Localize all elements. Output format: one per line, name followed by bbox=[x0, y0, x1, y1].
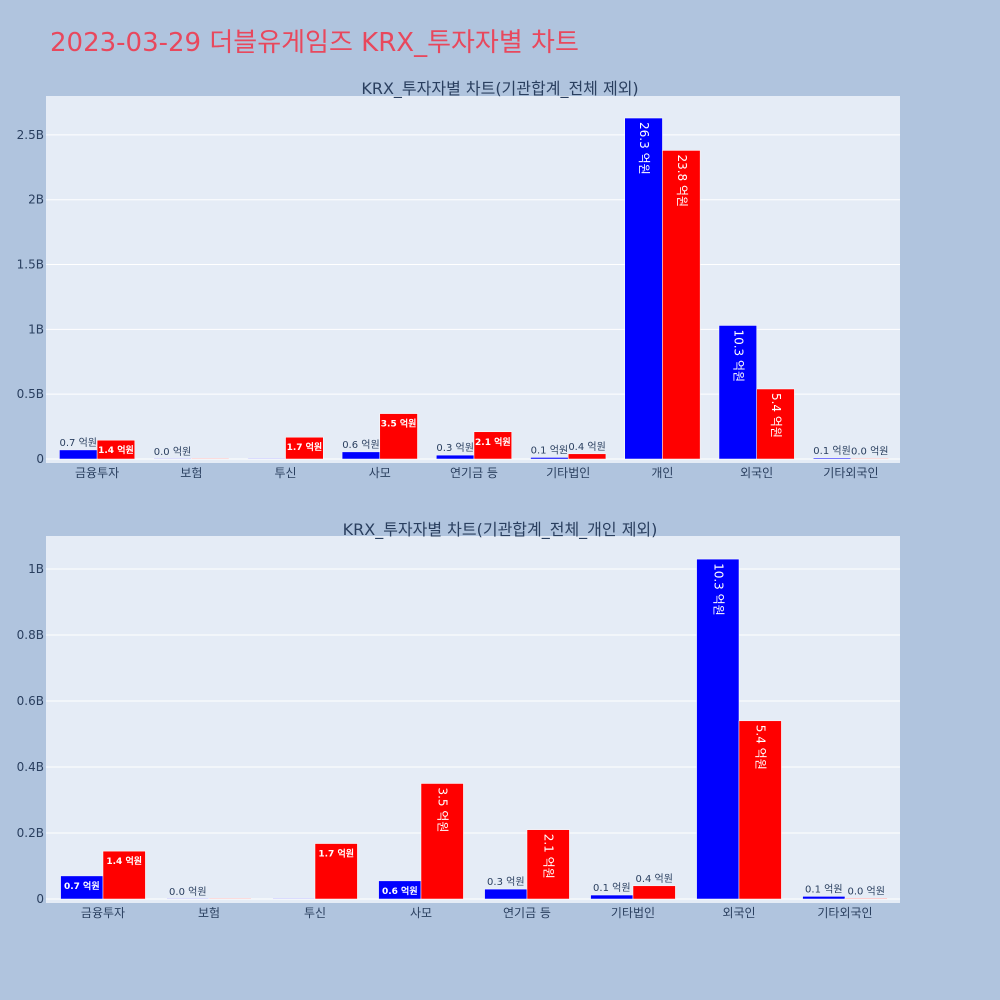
bar-value-label: 0.4 억원 bbox=[635, 873, 672, 885]
chart-title: KRX_투자자별 차트(기관합계_전체_개인 제외) bbox=[343, 520, 658, 540]
bar-value-label: 2.1 억원 bbox=[475, 436, 511, 448]
bar-value-label: 1.4 억원 bbox=[106, 855, 142, 867]
bar-value-label: 0.7 억원 bbox=[60, 437, 97, 449]
bar-sell bbox=[756, 388, 795, 460]
y-tick-label: 0.2B bbox=[17, 826, 44, 840]
x-tick-label: 보험 bbox=[180, 466, 202, 480]
bar-sell bbox=[526, 829, 570, 900]
bar-value-label: 0.6 억원 bbox=[382, 885, 418, 897]
y-tick-label: 2B bbox=[28, 193, 44, 207]
bar-sell bbox=[191, 458, 230, 460]
x-tick-label: 외국인 bbox=[722, 906, 755, 920]
bar-value-label: 1.4 억원 bbox=[98, 444, 134, 456]
bar-value-label: 5.4 억원 bbox=[754, 725, 768, 770]
x-tick-label: 사모 bbox=[410, 906, 432, 920]
x-tick-label: 기타법인 bbox=[546, 466, 590, 480]
bar-value-label: 23.8 억원 bbox=[675, 154, 689, 207]
bar-sell bbox=[567, 453, 607, 460]
bar-buy bbox=[59, 449, 98, 460]
x-tick-label: 투신 bbox=[275, 466, 297, 480]
x-tick-label: 기타법인 bbox=[611, 906, 655, 920]
bar-value-label: 0.1 억원 bbox=[593, 882, 630, 894]
bar-sell bbox=[420, 783, 464, 900]
y-tick-label: 0.8B bbox=[17, 628, 44, 642]
bar-value-label: 0.1 억원 bbox=[813, 445, 850, 457]
x-tick-label: 투신 bbox=[304, 906, 326, 920]
bar-buy bbox=[341, 451, 381, 460]
bar-value-label: 0.3 억원 bbox=[487, 876, 524, 888]
bar-buy bbox=[436, 454, 475, 460]
x-tick-label: 사모 bbox=[369, 466, 391, 480]
x-tick-label: 기타외국인 bbox=[817, 906, 872, 920]
bar-value-label: 0.1 억원 bbox=[531, 444, 568, 456]
bar-value-label: 1.7 억원 bbox=[318, 848, 354, 860]
chart-panel-1: KRX_투자자별 차트(기관합계_전체 제외) 0 0.5B 1B 1.5B 2B 2.5B… bbox=[17, 79, 900, 480]
x-tick-label: 개인 bbox=[651, 466, 673, 480]
bar-sell bbox=[96, 439, 136, 460]
bar-buy bbox=[696, 558, 740, 900]
y-tick-label: 1.5B bbox=[17, 258, 44, 272]
bar-sell bbox=[102, 850, 146, 900]
bar-sell bbox=[285, 436, 324, 460]
chart-panel-2: KRX_투자자별 차트(기관합계_전체_개인 제외) 0 0.2B 0.4B 0.6B 0… bbox=[17, 520, 900, 920]
x-tick-label: 연기금 등 bbox=[450, 466, 498, 480]
page-title: 2023-03-29 더블유게임즈 KRX_투자자별 차트 bbox=[50, 28, 579, 58]
chart-title: KRX_투자자별 차트(기관합계_전체 제외) bbox=[361, 79, 638, 99]
bar-buy bbox=[802, 896, 846, 900]
y-tick-label: 0 bbox=[36, 452, 44, 466]
y-tick-label: 0.5B bbox=[17, 387, 44, 401]
y-tick-label: 0.6B bbox=[17, 694, 44, 708]
bar-value-label: 3.5 억원 bbox=[381, 418, 417, 430]
bar-value-label: 10.3 억원 bbox=[711, 563, 725, 616]
bar-value-label: 0.0 억원 bbox=[851, 446, 888, 458]
bar-sell bbox=[662, 150, 701, 460]
bar-value-label: 0.6 억원 bbox=[342, 439, 379, 451]
bar-value-label: 0.0 억원 bbox=[154, 446, 191, 458]
bar-sell bbox=[738, 720, 782, 900]
bar-sell bbox=[844, 898, 888, 900]
y-tick-label: 0 bbox=[36, 892, 44, 906]
bar-buy bbox=[153, 458, 192, 460]
bar-value-label: 1.7 억원 bbox=[287, 441, 323, 453]
bar-value-label: 0.0 억원 bbox=[169, 886, 206, 898]
bar-value-label: 10.3 억원 bbox=[731, 329, 745, 382]
bar-value-label: 3.5 억원 bbox=[436, 788, 450, 833]
x-tick-label: 외국인 bbox=[740, 466, 773, 480]
bar-value-label: 26.3 억원 bbox=[637, 122, 651, 175]
y-tick-label: 1B bbox=[28, 322, 44, 336]
x-tick-label: 금융투자 bbox=[75, 466, 119, 480]
bar-value-label: 5.4 억원 bbox=[769, 393, 783, 438]
bar-value-label: 0.4 억원 bbox=[568, 441, 605, 453]
bar-value-label: 0.0 억원 bbox=[847, 885, 884, 897]
bar-buy bbox=[624, 117, 663, 460]
bar-sell bbox=[379, 413, 418, 460]
bar-buy bbox=[247, 458, 286, 460]
bar-buy bbox=[590, 894, 634, 900]
bar-value-label: 2.1 억원 bbox=[542, 834, 556, 879]
bar-buy bbox=[484, 888, 528, 900]
y-tick-label: 1B bbox=[28, 562, 44, 576]
bar-sell bbox=[632, 885, 676, 900]
bar-sell bbox=[850, 458, 889, 460]
bar-value-label: 0.7 억원 bbox=[64, 880, 100, 892]
bar-buy bbox=[530, 457, 569, 460]
bar-sell bbox=[314, 843, 358, 900]
y-tick-label: 0.4B bbox=[17, 760, 44, 774]
bar-value-label: 0.3 억원 bbox=[436, 442, 473, 454]
bar-buy bbox=[166, 898, 210, 900]
bar-buy bbox=[812, 457, 852, 460]
x-tick-label: 금융투자 bbox=[81, 906, 125, 920]
x-tick-label: 기타외국인 bbox=[823, 466, 878, 480]
bar-sell bbox=[208, 898, 252, 900]
y-tick-label: 2.5B bbox=[17, 128, 44, 142]
x-tick-label: 연기금 등 bbox=[503, 906, 551, 920]
bar-buy bbox=[272, 898, 316, 900]
x-tick-label: 보험 bbox=[198, 906, 220, 920]
bar-sell bbox=[473, 431, 512, 460]
bar-value-label: 0.1 억원 bbox=[805, 883, 842, 895]
